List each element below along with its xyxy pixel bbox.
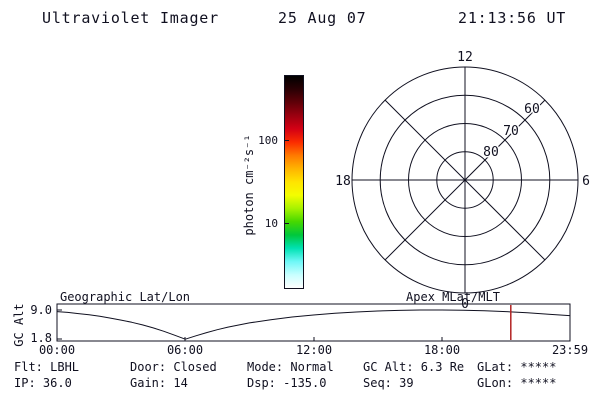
altitude-curve xyxy=(56,309,570,340)
colorbar-tickmark-100 xyxy=(285,140,289,141)
status-dsp: Dsp: -135.0 xyxy=(247,376,327,390)
polar-plot: 12 0 18 6 60 70 80 xyxy=(335,50,590,312)
y-tick-label-9: 9.0 xyxy=(30,303,52,317)
status-ip: IP: 36.0 xyxy=(14,376,72,390)
colorbar-tick-100: 100 xyxy=(258,134,278,147)
app-title: Ultraviolet Imager xyxy=(42,9,219,27)
status-seq: Seq: 39 xyxy=(363,376,414,390)
mlat-label-80: 80 xyxy=(483,145,499,160)
mlat-label-70: 70 xyxy=(503,124,519,139)
colorbar-tick-10: 10 xyxy=(264,217,278,230)
x-tick-label-0000: 00:00 xyxy=(39,343,75,357)
polar-spoke-diag-swne xyxy=(384,99,546,261)
y-tick-label-1-8: 1.8 xyxy=(30,331,52,345)
strip-title-left: Geographic Lat/Lon xyxy=(60,290,190,304)
header-date: 25 Aug 07 xyxy=(278,9,367,27)
x-tick-label-1800: 18:00 xyxy=(424,343,460,357)
header-time: 21:13:56 UT xyxy=(458,9,567,27)
colorbar-label: photon cm⁻²s⁻¹ xyxy=(242,134,256,236)
polar-grid xyxy=(351,66,579,294)
colorbar-tickmark-10 xyxy=(285,223,289,224)
x-tick-label-1200: 12:00 xyxy=(296,343,332,357)
mlat-label-60: 60 xyxy=(524,102,540,117)
mlt-label-12: 12 xyxy=(457,50,473,65)
status-gcalt: GC Alt: 6.3 Re xyxy=(363,360,465,374)
status-glat: GLat: ***** xyxy=(477,360,557,374)
colorbar-gradient xyxy=(284,75,304,289)
mlt-label-18: 18 xyxy=(335,174,351,189)
status-door: Door: Closed xyxy=(130,360,217,374)
status-mode: Mode: Normal xyxy=(247,360,334,374)
status-gain: Gain: 14 xyxy=(130,376,188,390)
strip-axes xyxy=(56,303,571,342)
x-tick-label-0600: 06:00 xyxy=(167,343,203,357)
status-flt: Flt: LBHL xyxy=(14,360,80,374)
strip-title-right: Apex MLat/MLT xyxy=(406,290,500,304)
status-glon: GLon: ***** xyxy=(477,376,557,390)
mlt-label-6: 6 xyxy=(582,174,590,189)
x-tick-label-2359: 23:59 xyxy=(552,343,588,357)
strip-chart: Geographic Lat/Lon Apex MLat/MLT 9.0 1.8… xyxy=(30,290,588,357)
